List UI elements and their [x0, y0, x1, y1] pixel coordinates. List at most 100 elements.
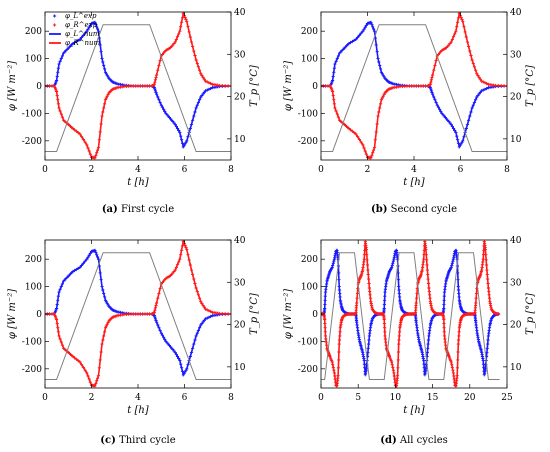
y2-axis-label: T_p [°C]	[525, 293, 536, 335]
panel-d: 0 5 10 15 20 25 -200 -100 0 100 200 10 20 30 40 t [h] φ …	[283, 236, 536, 446]
flux-left-marker	[485, 86, 489, 91]
flux-right-marker	[474, 301, 478, 305]
flux-right-marker	[465, 40, 470, 44]
flux-left-marker	[93, 20, 97, 24]
flux-left-marker	[101, 288, 105, 292]
y-tick-label: -100	[298, 109, 318, 119]
flux-right-marker	[484, 258, 488, 262]
flux-left-marker	[102, 63, 106, 67]
flux-right-marker	[364, 248, 368, 252]
flux-left-marker	[357, 33, 361, 37]
flux-left-marker	[454, 131, 458, 135]
flux-left-marker	[383, 294, 387, 298]
x-tick-label: 6	[182, 165, 188, 175]
flux-left-marker	[163, 109, 167, 113]
flux-right-marker	[368, 289, 372, 293]
flux-right-marker	[365, 263, 370, 267]
flux-right-marker	[451, 368, 455, 372]
flux-left-marker	[436, 105, 440, 109]
flux-left-marker	[93, 248, 97, 252]
y-axis-label: φ [W m⁻²]	[283, 61, 294, 111]
flux-left-marker	[189, 122, 194, 126]
flux-left-marker	[464, 126, 468, 131]
y2-tick-label: 30	[234, 50, 246, 60]
flux-right-marker	[189, 268, 194, 272]
flux-right-marker	[449, 360, 453, 364]
flux-left-marker	[390, 263, 394, 267]
flux-left-marker	[367, 334, 371, 338]
flux-right-marker	[487, 296, 492, 300]
flux-right-marker	[332, 371, 336, 375]
flux-right-marker	[499, 84, 503, 88]
flux-right-marker	[337, 358, 341, 362]
y-tick-label: 0	[312, 82, 318, 92]
flux-left-marker	[449, 122, 453, 126]
flux-left-marker	[179, 134, 183, 138]
flux-right-marker	[94, 153, 98, 157]
flux-left-marker	[428, 85, 432, 89]
flux-left-marker	[175, 354, 180, 359]
flux-left-marker	[155, 92, 159, 96]
flux-right-marker	[185, 20, 189, 24]
flux-left-marker	[485, 346, 489, 350]
flux-right-marker	[374, 130, 378, 134]
flux-right-marker	[323, 326, 327, 330]
flux-left-marker	[474, 320, 478, 324]
flux-right-marker	[93, 384, 97, 388]
flux-right-marker	[201, 75, 205, 79]
flux-right-marker	[100, 114, 104, 118]
flux-left-marker	[96, 257, 101, 261]
flux-right-marker	[192, 277, 196, 281]
flux-right-marker	[81, 365, 85, 369]
x-tick-label: 2	[365, 165, 371, 175]
flux-left-marker	[152, 313, 156, 317]
flux-right-marker	[174, 37, 178, 41]
y-tick-label: 200	[301, 255, 318, 265]
flux-right-marker	[331, 89, 335, 94]
flux-right-marker	[58, 337, 62, 341]
flux-right-marker	[188, 35, 192, 39]
flux-right-marker	[383, 337, 387, 341]
plot-area	[321, 240, 501, 388]
panel-caption-text: Second cycle	[387, 204, 457, 215]
flux-right-marker	[442, 334, 447, 338]
x-tick-label: 8	[228, 165, 234, 175]
flux-left-marker	[474, 98, 478, 102]
flux-right-marker	[174, 265, 178, 269]
flux-right-marker	[74, 357, 78, 361]
flux-right-marker	[472, 65, 476, 69]
y-tick-label: -100	[298, 337, 318, 347]
flux-right-marker	[424, 248, 428, 252]
flux-right-marker	[207, 81, 211, 85]
flux-left-marker	[178, 359, 182, 363]
flux-right-marker	[205, 308, 209, 312]
flux-left-marker	[56, 66, 60, 70]
x-tick-label: 5	[355, 393, 361, 403]
flux-right-marker	[81, 137, 85, 141]
flux-right-marker	[426, 273, 430, 277]
y2-tick-label: 40	[234, 236, 246, 246]
temperature-line	[321, 252, 500, 380]
flux-right-marker	[98, 358, 102, 362]
flux-left-marker	[76, 266, 80, 270]
flux-left-marker	[324, 285, 328, 289]
flux-left-marker	[205, 316, 209, 320]
flux-left-marker	[56, 298, 60, 302]
flux-left-marker	[362, 27, 366, 31]
flux-right-marker	[457, 330, 461, 334]
flux-left-marker	[162, 107, 166, 111]
flux-left-marker	[160, 105, 164, 109]
flux-left-marker	[331, 263, 335, 267]
flux-right-marker	[434, 59, 438, 63]
legend-marker	[53, 14, 57, 18]
flux-left-marker	[472, 100, 476, 104]
x-tick-label: 25	[501, 393, 513, 403]
flux-left-marker	[368, 331, 372, 335]
flux-left-marker	[456, 278, 460, 282]
y2-axis-label: T_p [°C]	[249, 65, 260, 107]
flux-left-marker	[378, 63, 382, 67]
flux-left-marker	[58, 287, 62, 291]
flux-right-marker	[355, 301, 359, 305]
panel-caption-tag: (d)	[380, 435, 396, 446]
flux-left-marker	[58, 59, 62, 63]
